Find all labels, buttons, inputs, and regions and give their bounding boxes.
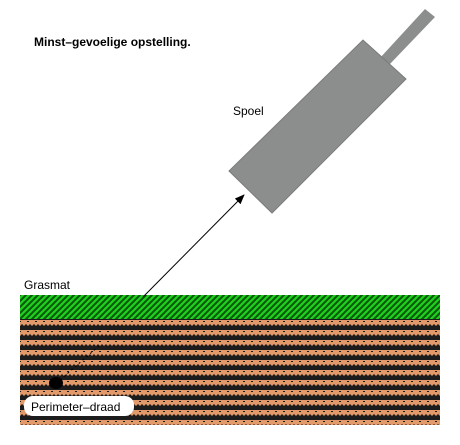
wire-label: Perimeter–draad [31,400,120,414]
wire-pointer [59,344,101,381]
coil-handle [379,9,435,65]
grass-label: Grasmat [24,278,71,292]
distance-arrow [142,194,245,298]
coil-body [228,39,407,214]
diagram-title: Minst–gevoelige opstelling. [34,35,191,49]
coil-label: Spoel [233,104,264,118]
grass-layer [20,295,440,319]
perimeter-wire-dot [49,377,63,389]
coil [228,9,435,214]
wire-label-box: Perimeter–draad [24,396,134,416]
